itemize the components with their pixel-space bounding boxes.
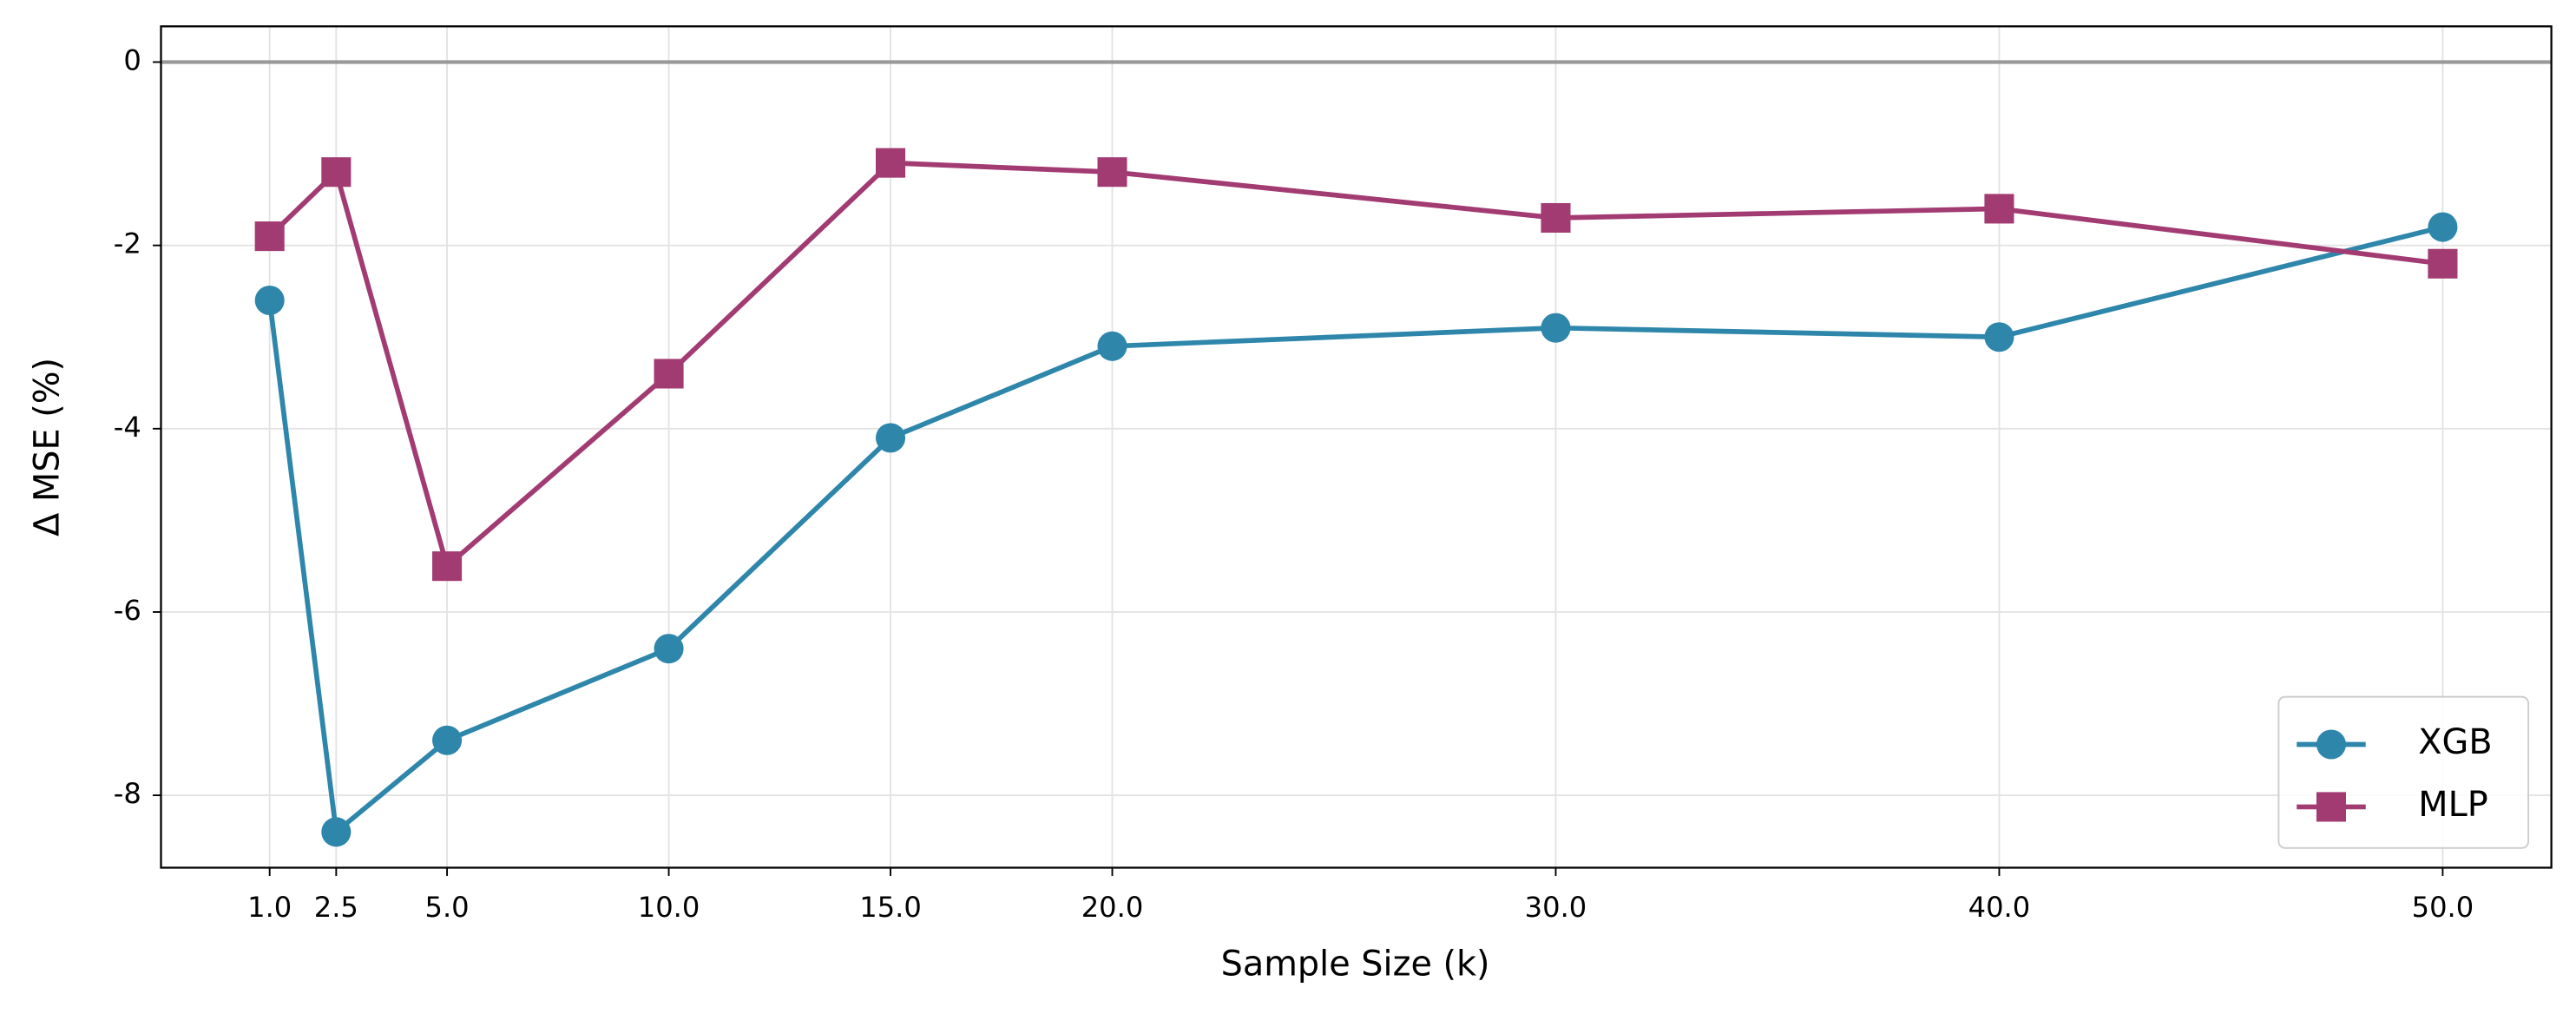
x-tick-label: 1.0: [247, 891, 292, 924]
x-tick-label: 5.0: [425, 891, 470, 924]
marker: [1541, 202, 1571, 234]
y-tick-label: -4: [114, 411, 141, 444]
legend-box: [2277, 695, 2530, 849]
marker: [876, 148, 906, 178]
marker: [1984, 194, 2014, 224]
x-tick-label: 20.0: [1081, 891, 1144, 924]
legend-marker: [2316, 792, 2346, 822]
x-tick-label: 40.0: [1968, 891, 2031, 924]
legend: XGB MLP: [2277, 695, 2530, 849]
marker: [321, 157, 352, 188]
y-tick-label: -6: [114, 594, 141, 627]
axes-frame: [160, 25, 2553, 869]
marker: [2428, 212, 2458, 242]
x-tick-label: 2.5: [314, 891, 358, 924]
marker: [321, 817, 352, 847]
x-tick-label: 50.0: [2412, 891, 2474, 924]
marker: [254, 285, 285, 316]
marker: [654, 634, 684, 664]
marker: [876, 423, 906, 453]
x-tick-label: 30.0: [1525, 891, 1587, 924]
y-tick-label: -2: [114, 227, 141, 260]
marker: [2428, 248, 2458, 279]
y-axis-label: Δ MSE (%): [27, 358, 67, 537]
x-tick-label: 15.0: [859, 891, 922, 924]
marker: [1541, 313, 1571, 343]
y-tick-label: 0: [123, 44, 141, 77]
legend-label: MLP: [2418, 785, 2487, 825]
plot-area: [161, 60, 2552, 847]
marker: [432, 551, 463, 582]
legend-label: XGB: [2418, 722, 2492, 762]
marker: [254, 221, 285, 252]
marker: [432, 725, 463, 755]
marker: [1984, 322, 2014, 352]
marker: [654, 359, 684, 389]
marker: [1097, 157, 1127, 188]
y-tick-label: -8: [114, 777, 141, 810]
x-tick-label: 10.0: [638, 891, 700, 924]
x-axis-label: Sample Size (k): [1221, 945, 1490, 984]
marker: [1097, 331, 1127, 361]
legend-marker: [2316, 729, 2346, 760]
